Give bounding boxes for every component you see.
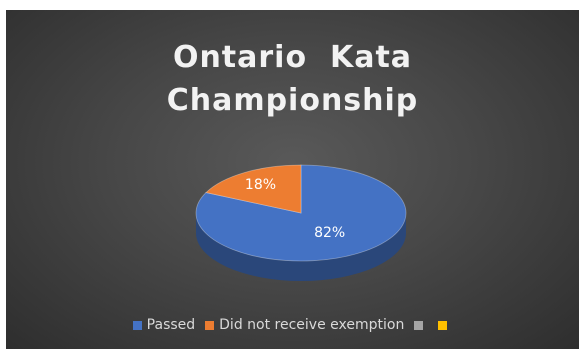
legend-label-passed: Passed — [146, 317, 196, 333]
legend: Passed Did not receive exemption — [6, 317, 579, 333]
legend-swatch-series-3 — [414, 320, 424, 330]
data-label-did-not-receive-exemption: 18% — [245, 177, 276, 193]
pie-slice-passed — [195, 164, 407, 262]
data-label-passed: 82% — [314, 225, 345, 241]
pie-slice-did-not-receive-exemption — [205, 164, 302, 214]
legend-label-did-not-receive-exemption: Did not receive exemption — [219, 317, 405, 333]
chart-title-line-1: Ontario Kata — [172, 40, 413, 75]
legend-swatch-did-not-receive-exemption — [205, 320, 215, 330]
pie-side-passed — [196, 213, 406, 281]
legend-item-passed: Passed — [132, 317, 196, 333]
legend-swatch-passed — [132, 320, 142, 330]
legend-item-did-not-receive-exemption: Did not receive exemption — [205, 317, 404, 333]
chart-area: Ontario Kata Championship 82% 18% Passed … — [6, 10, 579, 349]
pie-chart: 82% 18% — [195, 164, 407, 281]
legend-item-series-3 — [414, 320, 428, 330]
legend-swatch-series-4 — [438, 320, 448, 330]
legend-item-series-4 — [438, 320, 452, 330]
chart-title: Ontario Kata Championship — [6, 36, 579, 122]
chart-title-line-2: Championship — [166, 83, 419, 118]
